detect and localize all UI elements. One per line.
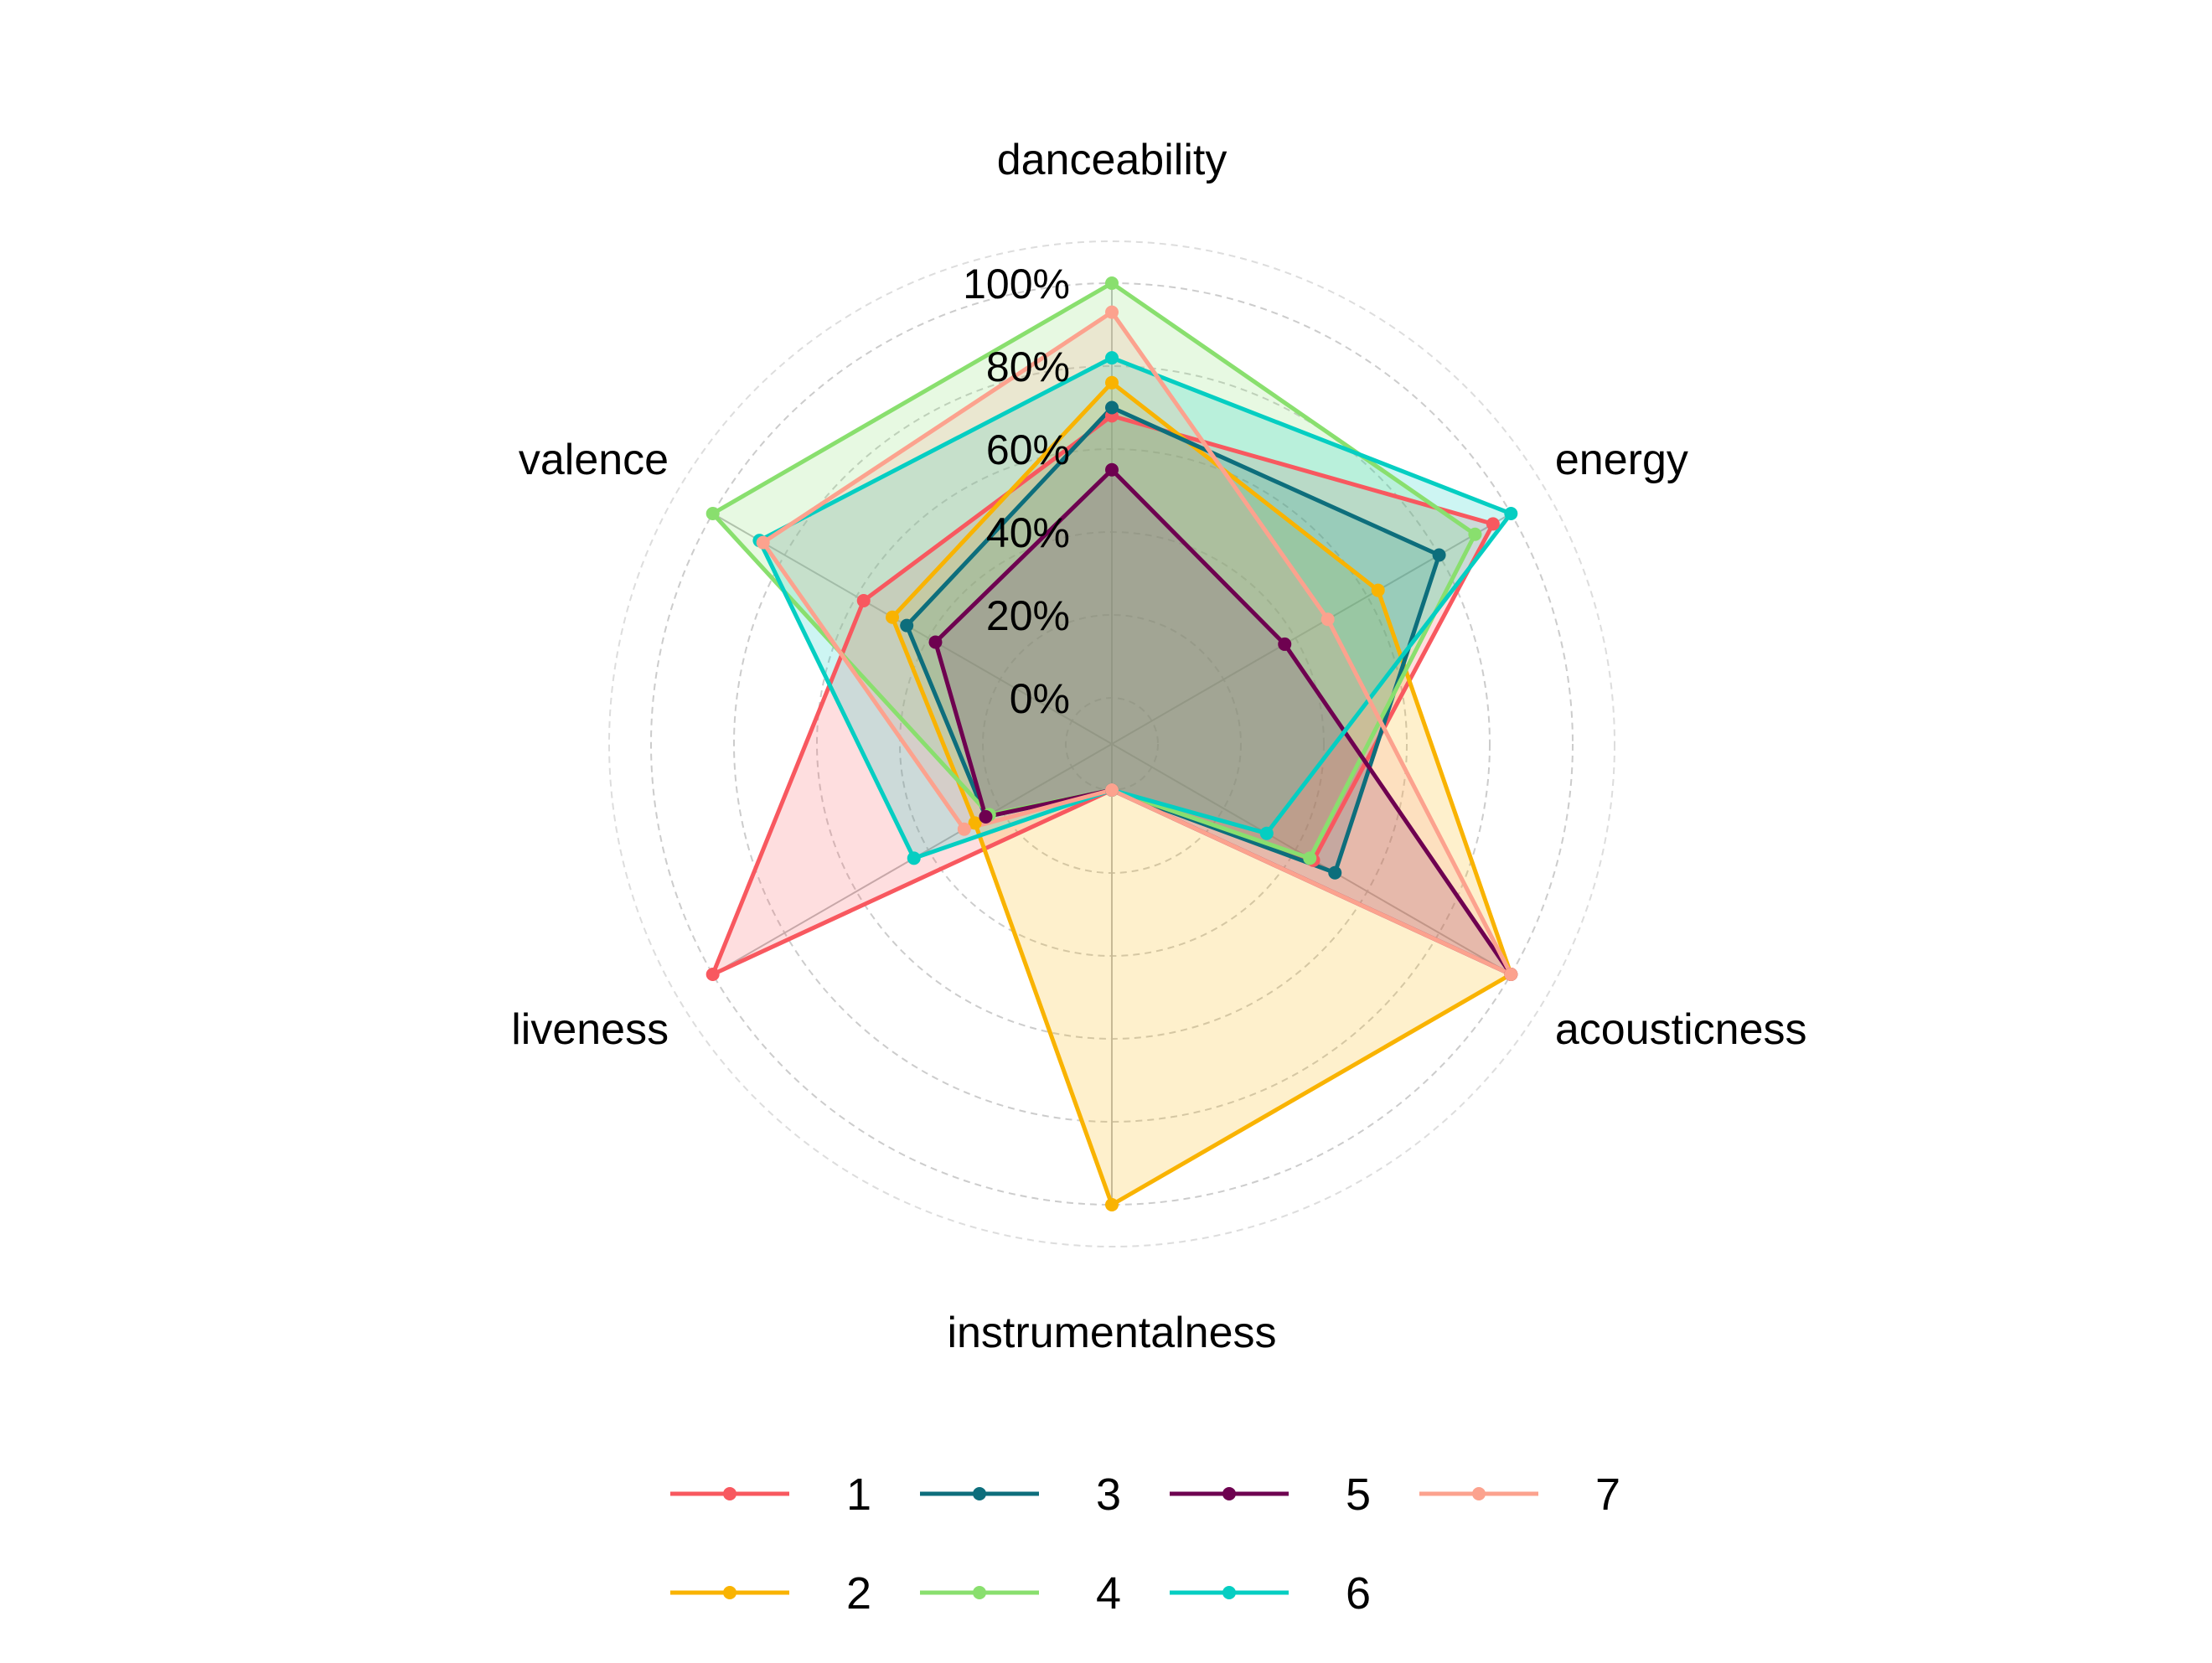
legend: 1 2 3 4 5 6 7 [670,1469,1620,1619]
series-7-point-energy [1320,612,1335,627]
series-1-fill [712,416,1493,974]
series-1-point-liveness [705,968,720,981]
legend-key-point [723,1487,736,1500]
series-2-point-instrumentalness [1105,1198,1119,1211]
series-6-point-acousticness [1259,826,1274,840]
legend-label: 2 [846,1568,871,1619]
legend-label: 6 [1346,1568,1371,1619]
series-6-point-danceability [1105,351,1119,365]
series-3-fill [907,407,1439,873]
legend-item-2: 2 [670,1568,871,1619]
series-7-point-valence [756,535,770,550]
series-2-point-liveness [968,816,982,830]
legend-item-4: 4 [920,1568,1121,1619]
legend-item-1: 1 [670,1469,871,1520]
radial-tick-label: 40% [986,509,1070,556]
series-5-point-liveness [979,809,993,824]
legend-key-point [1222,1586,1236,1599]
series-7-point-acousticness [1504,968,1518,981]
radial-tick-label: 100% [963,261,1070,307]
axis-text: 0% 20% 40% 60% 80% 100% danceability energy acou… [511,136,1806,1357]
legend-label: 1 [846,1469,871,1520]
axis-label-instrumentalness: instrumentalness [947,1309,1276,1357]
series-6-fill [759,358,1512,859]
series-2-point-valence [886,610,900,624]
series-2-point-danceability [1105,375,1119,390]
series-points [705,276,1518,1211]
series-4-point-acousticness [1303,851,1317,865]
grid-circle [733,365,1491,1123]
axis-label-energy: energy [1555,436,1688,484]
series-7-point-instrumentalness [1105,783,1119,797]
legend-item-7: 7 [1419,1469,1620,1520]
series-3-point-valence [900,618,914,633]
series-2-fill [892,382,1512,1205]
grid-outer-circle [608,240,1615,1247]
legend-label: 7 [1595,1469,1620,1520]
series-7-point-liveness [957,822,971,836]
radial-tick-label: 80% [986,343,1070,390]
legend-label: 4 [1096,1568,1121,1619]
series-6-point-energy [1504,507,1518,520]
legend-key-point [973,1586,986,1599]
series-3-point-energy [1432,548,1446,562]
legend-label: 3 [1096,1469,1121,1520]
series-3-point-acousticness [1328,865,1342,880]
axis-label-valence: valence [519,436,669,484]
legend-item-3: 3 [920,1469,1121,1520]
legend-key-point [973,1487,986,1500]
series-4-point-danceability [1105,276,1119,290]
series-5-point-valence [928,635,943,649]
legend-key-point [723,1586,736,1599]
axis-label-liveness: liveness [511,1005,669,1054]
legend-item-6: 6 [1170,1568,1371,1619]
axis-label-acousticness: acousticness [1555,1005,1807,1054]
radial-tick-label: 0% [1010,675,1070,722]
series-4-point-energy [1468,527,1482,541]
legend-key-point [1222,1487,1236,1500]
series-6-point-liveness [907,851,921,865]
radial-tick-label: 20% [986,592,1070,639]
series-3-point-danceability [1105,400,1119,415]
series-4-point-valence [705,507,720,520]
series-5-point-energy [1278,637,1292,651]
legend-key-point [1472,1487,1486,1500]
legend-item-5: 5 [1170,1469,1371,1520]
radial-tick-label: 60% [986,426,1070,473]
series-1-point-energy [1486,517,1500,531]
series-5-fill [935,469,1512,974]
axis-label-danceability: danceability [997,136,1227,184]
series-2-point-energy [1371,583,1385,597]
series-1-point-valence [856,593,871,607]
series-7-point-danceability [1105,305,1119,319]
series-5-point-danceability [1105,462,1119,477]
legend-label: 5 [1346,1469,1371,1520]
